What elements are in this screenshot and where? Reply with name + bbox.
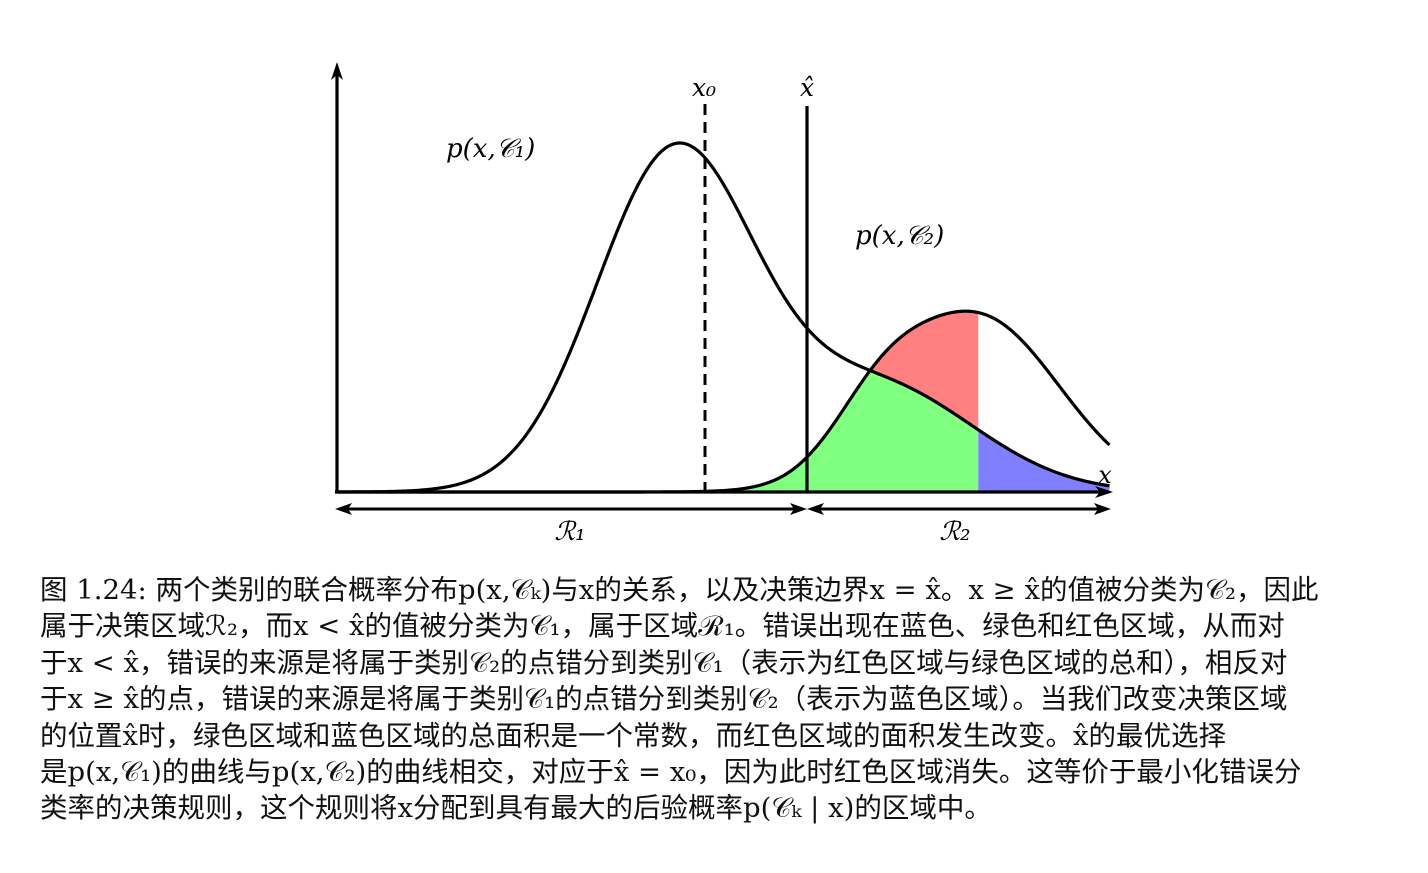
r1-arrow-right [790,503,807,515]
x-axis-label: x [1098,461,1112,489]
xhat-label: x̂ [800,73,814,102]
p-x-c2-label: p(x,𝒞₂) [855,221,944,251]
caption-line: 于x < x̂，错误的来源是将属于类别𝒞₂的点错分到类别𝒞₁（表示为红色区域与绿… [40,646,1288,679]
caption-line: 图 1.24: 两个类别的联合概率分布p(x,𝒞ₖ)与x的关系，以及决策边界x … [40,574,1319,606]
blue-error-region [978,429,1110,492]
curve-p-x-c1 [336,141,1110,494]
x-axis-arrowhead [1095,486,1113,498]
green-error-region [337,370,979,492]
y-axis-arrowhead [331,62,343,80]
caption-line: 的位置x̂时，绿色区域和蓝色区域的总面积是一个常数，而红色区域的面积发生改变。x… [40,719,1227,752]
caption-line: 是p(x,𝒞₁)的曲线与p(x,𝒞₂)的曲线相交，对应于x̂ = x₀，因为此时… [40,756,1302,789]
decision-boundary-figure: x₀ x̂ x p(x,𝒞₁) p(x,𝒞₂) ℛ₁ ℛ₂ [331,62,1113,547]
figure-caption: 图 1.24: 两个类别的联合概率分布p(x,𝒞ₖ)与x的关系，以及决策边界x … [40,572,1410,827]
r2-arrow-right [1094,503,1111,515]
r2-arrow-left [807,503,824,515]
x0-label: x₀ [692,73,716,102]
caption-line: 属于决策区域ℛ₂，而x < x̂的值被分类为𝒞₁，属于区域ℛ₁。错误出现在蓝色、… [40,610,1285,643]
caption-line: 类率的决策规则，这个规则将x分配到具有最大的后验概率p(𝒞ₖ | x)的区域中。 [40,792,992,825]
r1-arrow-left [335,503,352,515]
caption-line: 于x ≥ x̂的点，错误的来源是将属于类别𝒞₁的点错分到类别𝒞₂（表示为蓝色区域… [40,683,1288,716]
r1-label: ℛ₁ [554,517,585,547]
p-x-c1-label: p(x,𝒞₁) [446,134,535,164]
r2-label: ℛ₂ [939,517,970,547]
